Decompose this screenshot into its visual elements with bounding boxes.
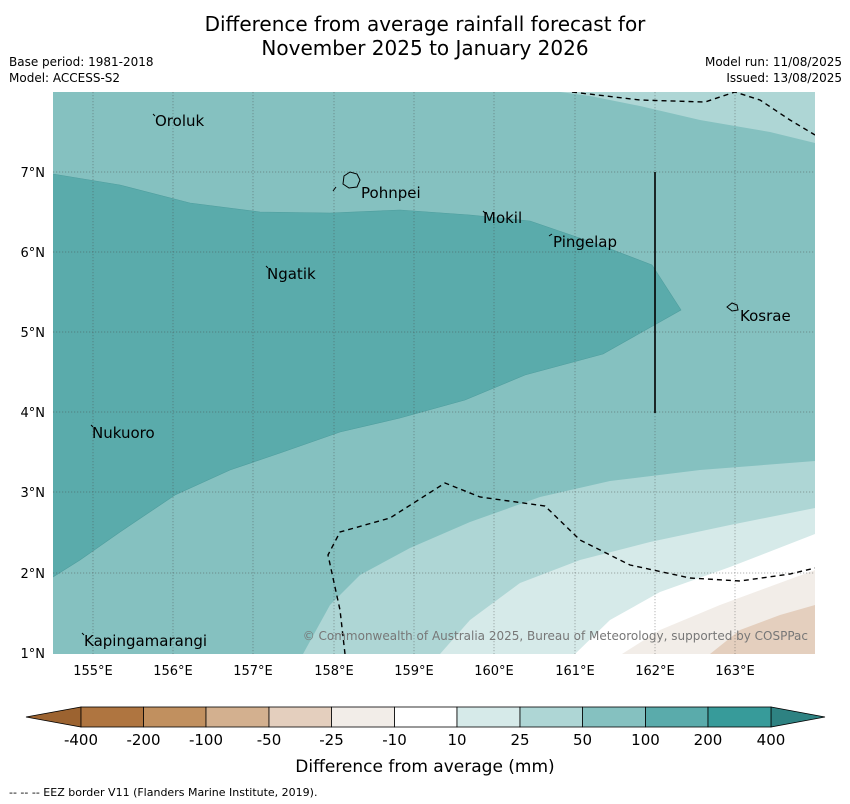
colorbar-over-arrow bbox=[770, 706, 826, 728]
lat-tick-2n: 2°N bbox=[21, 567, 46, 582]
colorbar-seg-3 bbox=[268, 706, 332, 728]
eez-border-north bbox=[571, 92, 815, 136]
model-name: Model: ACCESS-S2 bbox=[9, 71, 121, 85]
colorbar-seg-4 bbox=[331, 706, 395, 728]
colorbar-label-10: 10 bbox=[447, 731, 466, 749]
lon-tick-157e: 157°E bbox=[233, 664, 273, 679]
place-kosrae: Kosrae bbox=[740, 307, 791, 325]
lat-tick-labels: 7°N 6°N 5°N 4°N 3°N 2°N 1°N bbox=[21, 166, 46, 662]
lon-tick-158e: 158°E bbox=[314, 664, 354, 679]
model-run: Model run: 11/08/2025 bbox=[704, 55, 842, 69]
band-100-200-central bbox=[53, 174, 681, 577]
colorbar-label-400: 400 bbox=[757, 731, 786, 749]
issued-date: Issued: 13/08/2025 bbox=[726, 71, 842, 85]
colorbar-seg-10 bbox=[707, 706, 772, 728]
lat-tick-6n: 6°N bbox=[21, 246, 46, 261]
place-ngatik: Ngatik bbox=[267, 265, 316, 283]
lon-tick-159e: 159°E bbox=[394, 664, 434, 679]
colorbar-label-m100: -100 bbox=[189, 731, 223, 749]
colorbar: -400 -200 -100 -50 -25 -10 10 25 50 100 … bbox=[25, 706, 826, 777]
lat-gridlines bbox=[53, 171, 815, 574]
place-kapingamarangi: Kapingamarangi bbox=[84, 632, 207, 650]
base-period: Base period: 1981-2018 bbox=[9, 55, 154, 69]
lat-tick-4n: 4°N bbox=[21, 406, 46, 421]
band-25-50-northeast bbox=[560, 92, 815, 143]
place-labels: Oroluk Pohnpei Mokil Pingelap Ngatik Kos… bbox=[84, 112, 791, 650]
place-mokil: Mokil bbox=[483, 209, 522, 227]
place-oroluk: Oroluk bbox=[155, 112, 204, 130]
lat-tick-1n: 1°N bbox=[21, 647, 46, 662]
colorbar-seg-7 bbox=[519, 706, 583, 728]
colorbar-label-m400: -400 bbox=[64, 731, 98, 749]
colorbar-label-50: 50 bbox=[573, 731, 592, 749]
lon-tick-155e: 155°E bbox=[73, 664, 113, 679]
colorbar-title: Difference from average (mm) bbox=[295, 757, 554, 777]
colorbar-label-200: 200 bbox=[694, 731, 723, 749]
eez-borders bbox=[327, 92, 815, 654]
lon-tick-160e: 160°E bbox=[474, 664, 514, 679]
colorbar-label-m10: -10 bbox=[382, 731, 407, 749]
title-line-1: Difference from average rainfall forecas… bbox=[204, 12, 646, 36]
meta-right: Model run: 11/08/2025 Issued: 13/08/2025 bbox=[705, 54, 842, 86]
colorbar-segments bbox=[80, 706, 772, 728]
lon-tick-161e: 161°E bbox=[555, 664, 595, 679]
lon-gridlines bbox=[92, 92, 736, 654]
place-nukuoro: Nukuoro bbox=[92, 424, 155, 442]
colorbar-seg-9 bbox=[645, 706, 709, 728]
meta-left: Base period: 1981-2018 Model: ACCESS-S2 bbox=[9, 54, 154, 86]
pohnpei-island-shape bbox=[342, 171, 361, 189]
lon-tick-labels: 155°E 156°E 157°E 158°E 159°E 160°E 161°… bbox=[73, 664, 755, 679]
rainfall-contours bbox=[53, 92, 815, 654]
kosrae-island-shape bbox=[726, 302, 739, 312]
colorbar-seg-8 bbox=[582, 706, 646, 728]
band-m50-m25-southeast bbox=[710, 605, 815, 654]
eez-legend-note: -- -- -- EEZ border V11 (Flanders Marine… bbox=[9, 786, 318, 799]
colorbar-seg-2 bbox=[205, 706, 270, 728]
lon-tick-162e: 162°E bbox=[635, 664, 675, 679]
colorbar-seg-0 bbox=[80, 706, 144, 728]
colorbar-label-100: 100 bbox=[631, 731, 660, 749]
colorbar-label-25: 25 bbox=[510, 731, 529, 749]
title-line-2: November 2025 to January 2026 bbox=[261, 36, 589, 60]
colorbar-label-m200: -200 bbox=[126, 731, 160, 749]
copyright-notice: © Commonwealth of Australia 2025, Bureau… bbox=[303, 629, 808, 643]
island-markers bbox=[81, 113, 553, 636]
lon-tick-163e: 163°E bbox=[715, 664, 755, 679]
place-pingelap: Pingelap bbox=[553, 233, 617, 251]
place-pohnpei: Pohnpei bbox=[361, 184, 421, 202]
lat-tick-3n: 3°N bbox=[21, 486, 46, 501]
map-title: Difference from average rainfall forecas… bbox=[0, 12, 850, 60]
colorbar-seg-6 bbox=[456, 706, 521, 728]
pohnpei-reef-mark bbox=[332, 186, 337, 192]
colorbar-tick-labels: -400 -200 -100 -50 -25 -10 10 25 50 100 … bbox=[64, 731, 785, 749]
colorbar-seg-5 bbox=[394, 706, 458, 728]
lat-tick-5n: 5°N bbox=[21, 326, 46, 341]
lat-tick-7n: 7°N bbox=[21, 166, 46, 181]
lon-tick-156e: 156°E bbox=[153, 664, 193, 679]
colorbar-label-m25: -25 bbox=[319, 731, 344, 749]
colorbar-under-arrow bbox=[25, 706, 82, 728]
colorbar-label-m50: -50 bbox=[257, 731, 282, 749]
colorbar-seg-1 bbox=[143, 706, 207, 728]
